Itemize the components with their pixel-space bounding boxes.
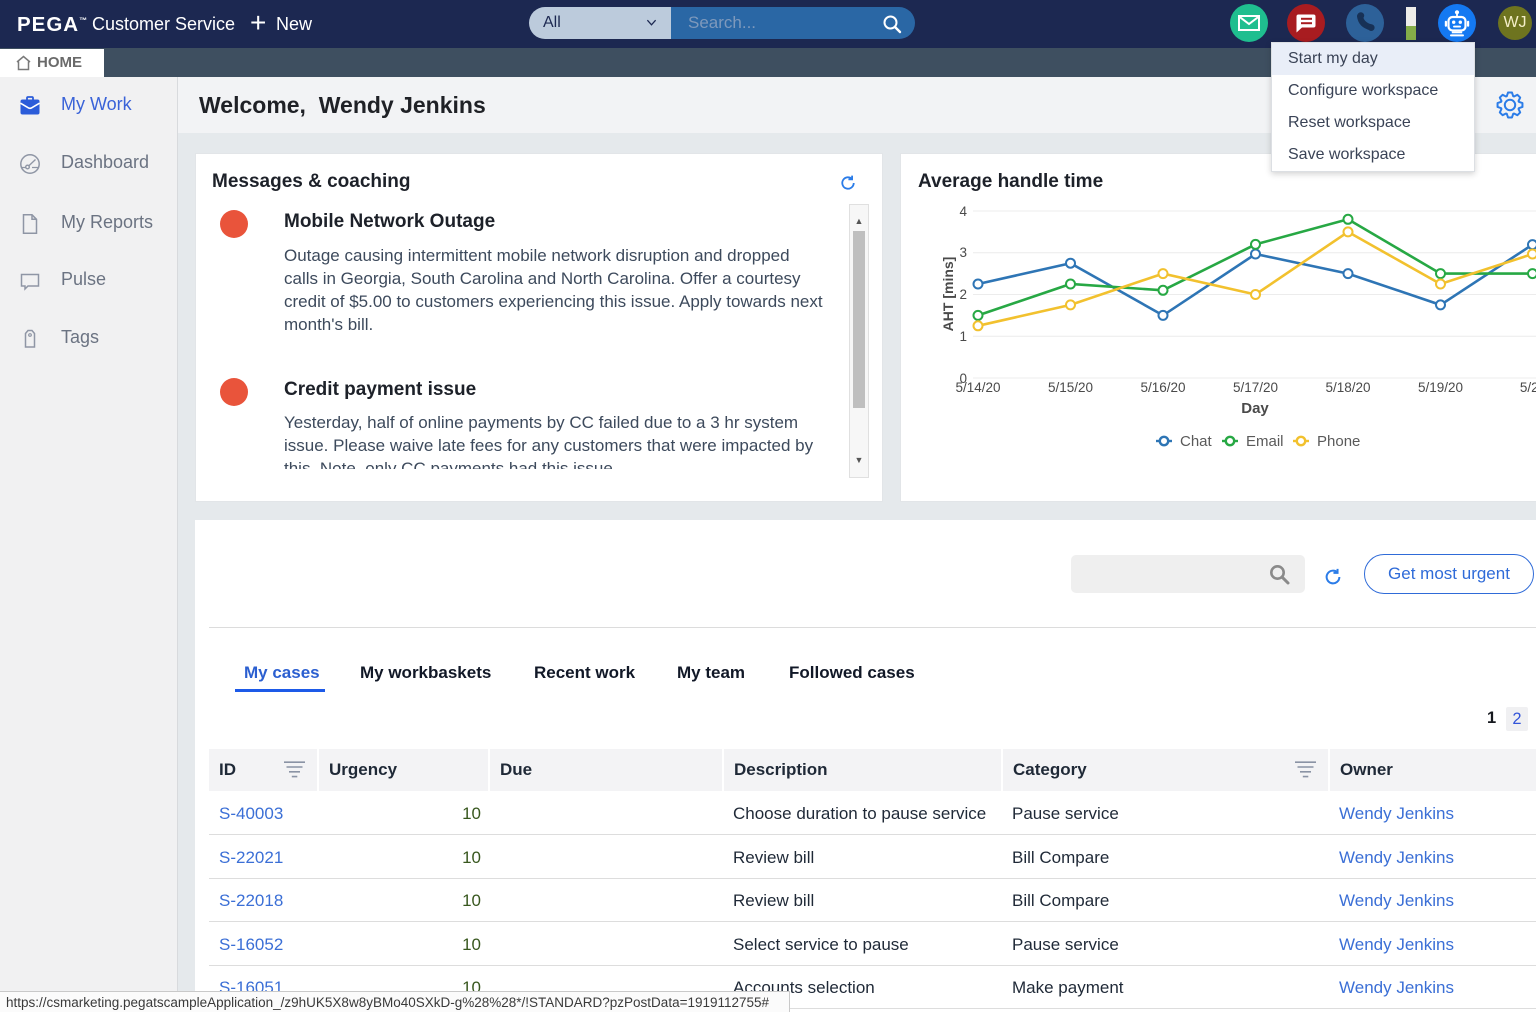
- svg-text:5/16/20: 5/16/20: [1140, 380, 1185, 395]
- svg-text:3: 3: [959, 245, 967, 260]
- svg-text:Email: Email: [1246, 433, 1284, 450]
- svg-text:5/19/20: 5/19/20: [1418, 380, 1463, 395]
- svg-text:2: 2: [959, 287, 967, 302]
- svg-text:Phone: Phone: [1317, 433, 1360, 450]
- svg-text:5/18/20: 5/18/20: [1325, 380, 1370, 395]
- svg-text:5/14/20: 5/14/20: [955, 380, 1000, 395]
- svg-text:1: 1: [959, 329, 967, 344]
- svg-text:5/17/20: 5/17/20: [1233, 380, 1278, 395]
- svg-text:0: 0: [959, 371, 967, 386]
- svg-text:5/20: 5/20: [1520, 380, 1536, 395]
- svg-text:Day: Day: [1241, 400, 1269, 416]
- svg-text:AHT [mins]: AHT [mins]: [940, 257, 956, 332]
- svg-text:Chat: Chat: [1180, 433, 1213, 450]
- svg-text:4: 4: [959, 204, 967, 219]
- svg-text:5/15/20: 5/15/20: [1048, 380, 1093, 395]
